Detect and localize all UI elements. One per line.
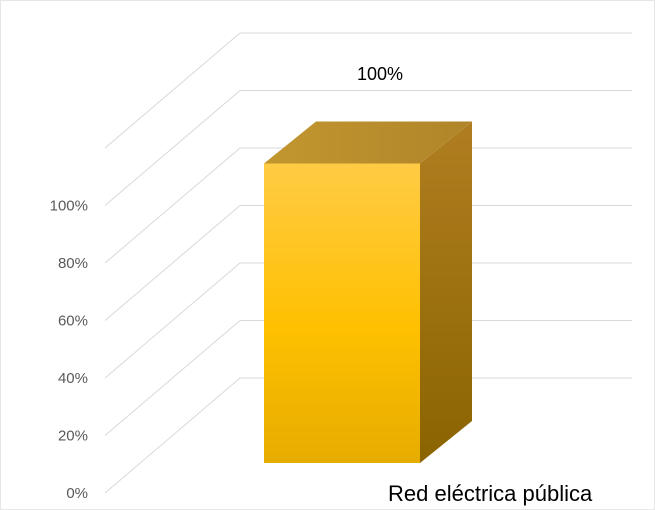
bar-side-face xyxy=(420,121,472,463)
data-label: 100% xyxy=(357,64,403,84)
y-tick-label: 40% xyxy=(58,370,88,387)
y-axis-ticks: 0% 20% 40% 60% 80% 100% xyxy=(50,198,88,503)
bar-top-face xyxy=(264,121,472,164)
bar-front-face xyxy=(264,163,420,463)
y-tick-label: 80% xyxy=(58,255,88,272)
gridline xyxy=(104,320,632,436)
gridline xyxy=(104,205,632,321)
gridlines xyxy=(104,32,632,494)
gridline xyxy=(104,90,632,206)
gridline xyxy=(104,147,632,264)
bar xyxy=(264,121,472,463)
bars xyxy=(264,121,472,463)
y-tick-label: 100% xyxy=(50,198,88,215)
gridline xyxy=(104,262,632,379)
labels: 100% Red eléctrica pública xyxy=(357,64,593,506)
y-tick-label: 60% xyxy=(58,313,88,330)
y-tick-label: 20% xyxy=(58,428,88,445)
gridline xyxy=(104,377,632,494)
category-label: Red eléctrica pública xyxy=(388,481,593,506)
gridline xyxy=(104,32,632,149)
y-tick-label: 0% xyxy=(66,485,88,502)
